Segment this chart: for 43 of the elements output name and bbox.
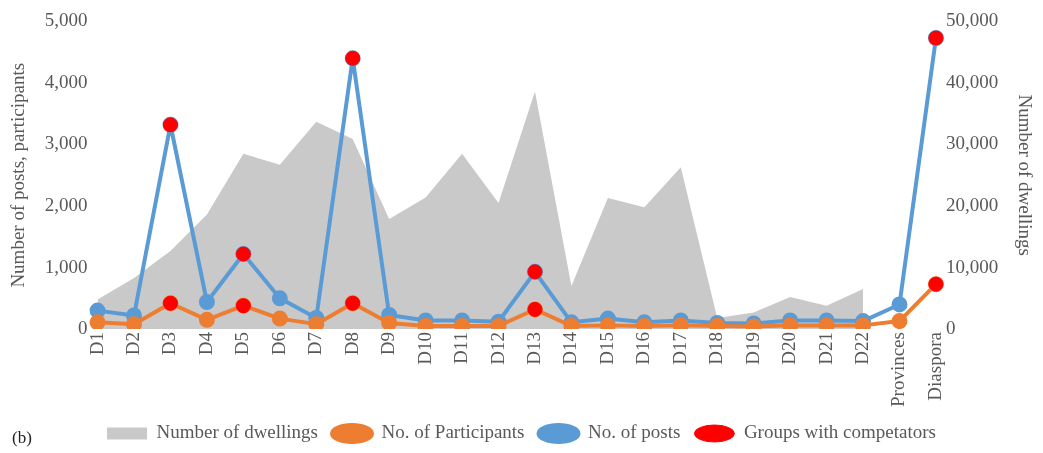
x-tick-label: Diaspora (923, 331, 945, 401)
legend-label: Number of dwellings (156, 421, 319, 443)
x-tick-label: Provinces (887, 332, 909, 407)
x-tick-label: D10 (413, 332, 435, 365)
y-tick-label: 1,000 (44, 255, 88, 277)
y2-tick-label: 20,000 (945, 193, 999, 215)
x-tick-label: D21 (814, 332, 836, 365)
y2-tick-label: 10,000 (945, 255, 999, 277)
y-tick-label: 0 (78, 317, 88, 339)
text: (b) (12, 428, 32, 448)
y-tick-label: 3,000 (44, 132, 88, 154)
x-tick-label: D11 (450, 332, 472, 365)
legend-label: Groups with competators (743, 421, 936, 443)
legend-label: No. of Participants (381, 421, 525, 443)
x-tick-label: D4 (194, 331, 216, 356)
x-tick-label: D7 (304, 332, 326, 356)
x-tick-label: D1 (85, 332, 107, 356)
x-tick-label: D8 (340, 332, 362, 356)
y2-tick-label: 30,000 (945, 132, 999, 154)
x-tick-label: D2 (121, 332, 143, 356)
y-tick-label: 4,000 (44, 70, 88, 92)
y2-tick-label: 0 (945, 317, 956, 339)
x-tick-label: D22 (851, 332, 873, 365)
x-tick-label: D14 (559, 331, 581, 365)
x-tick-label: D16 (632, 332, 654, 365)
y-axis-title: Number of posts, participants (7, 62, 29, 288)
x-tick-label: D5 (231, 332, 253, 356)
x-tick-label: D20 (778, 332, 800, 365)
x-tick-label: D3 (158, 332, 180, 356)
x-tick-label: D12 (486, 332, 508, 365)
legend-label: No. of posts (588, 421, 681, 443)
x-tick-label: D6 (267, 332, 289, 356)
y2-axis-title: Number of dwellings (1014, 94, 1036, 256)
y-tick-label: 2,000 (44, 193, 88, 215)
y2-tick-label: 40,000 (945, 70, 999, 92)
x-tick-label: D18 (705, 332, 727, 365)
y-tick-label: 5,000 (44, 9, 88, 31)
x-tick-label: D15 (595, 332, 617, 365)
x-tick-label: D17 (668, 332, 690, 365)
x-tick-label: D9 (377, 332, 399, 356)
x-tick-label: D13 (522, 332, 544, 365)
y2-tick-label: 50,000 (945, 9, 999, 31)
x-tick-label: D19 (741, 332, 763, 365)
